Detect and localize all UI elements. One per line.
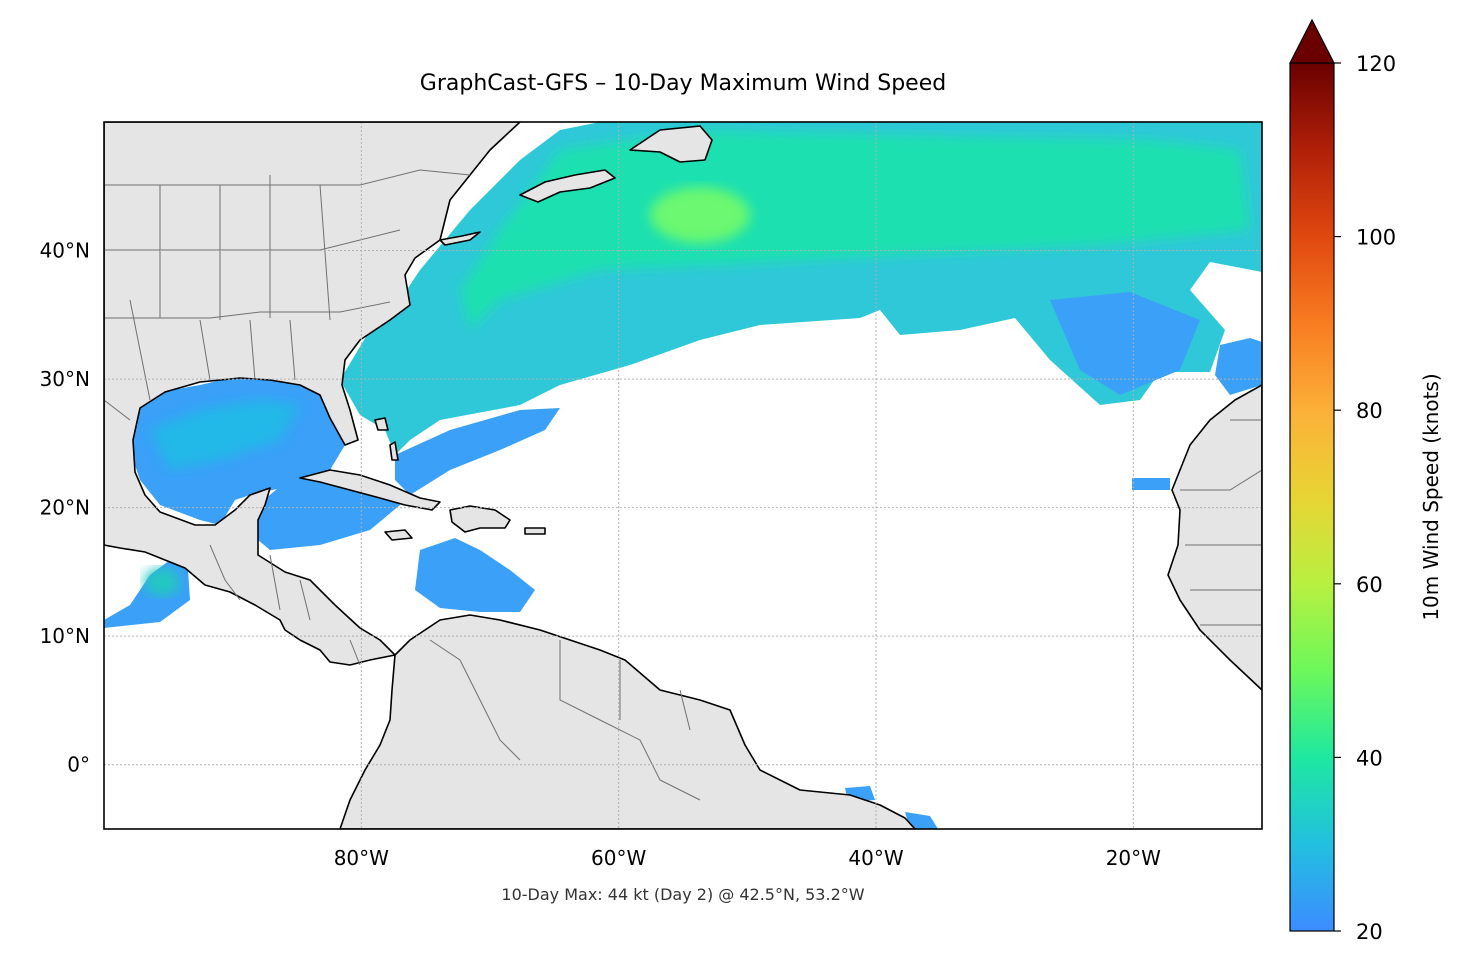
- map-frame: [103, 121, 1263, 830]
- colorbar-extend-arrow: [1289, 18, 1335, 64]
- colorbar-tick-label: 60: [1356, 573, 1383, 597]
- map-axis-ticks: 40°N 30°N 20°N 10°N 0° 80°W 60°W 40°W 20°W: [40, 239, 1162, 870]
- wind-bahamas-tongue: [395, 408, 560, 495]
- colorbar-ticks: 20 40 60 80 100 120: [1334, 52, 1396, 944]
- map-subtitle: 10-Day Max: 44 kt (Day 2) @ 42.5°N, 53.2…: [501, 885, 865, 904]
- colorbar-gradient: [1289, 62, 1335, 932]
- wind-max-core: [650, 187, 750, 243]
- land-south-america: [339, 614, 916, 829]
- land-nova-scotia: [519, 169, 616, 203]
- land-bahamas: [374, 417, 399, 461]
- map-gridlines: [104, 122, 1262, 829]
- land-hispaniola: [449, 505, 511, 533]
- wind-field: [104, 122, 1262, 829]
- map-title: GraphCast-GFS – 10-Day Maximum Wind Spee…: [419, 71, 947, 96]
- colorbar-tick-label: 80: [1356, 399, 1383, 423]
- land-newfoundland: [629, 125, 713, 163]
- lat-tick-label: 10°N: [40, 624, 90, 648]
- wind-gulf-core: [150, 400, 300, 470]
- colorbar-tick-label: 100: [1356, 226, 1396, 250]
- lon-tick-label: 40°W: [848, 846, 903, 870]
- wind-canary-patch: [1215, 338, 1262, 395]
- land-north-america: [104, 122, 521, 666]
- country-state-borders: [104, 169, 1262, 801]
- lat-tick-label: 0°: [67, 753, 90, 777]
- wind-cape-verde-patch: [1132, 478, 1170, 490]
- land-long-island: [439, 231, 481, 246]
- wind-amazon-mouth: [845, 786, 938, 829]
- lon-tick-label: 80°W: [334, 846, 389, 870]
- colorbar-label: 10m Wind Speed (knots): [1419, 373, 1443, 620]
- land-masses: [104, 122, 1262, 829]
- wind-tehuantepec-core: [144, 568, 180, 596]
- lat-tick-label: 40°N: [40, 239, 90, 263]
- land-africa: [1167, 384, 1262, 691]
- colorbar: 20 40 60 80 100 120 10m Wind Speed (knots): [1289, 18, 1443, 944]
- lat-tick-label: 30°N: [40, 367, 90, 391]
- colorbar-tick-label: 20: [1356, 920, 1383, 944]
- wind-eastern-lobe: [1050, 292, 1200, 395]
- land-puerto-rico: [524, 527, 546, 535]
- colorbar-tick-label: 40: [1356, 746, 1383, 770]
- land-jamaica: [384, 529, 413, 541]
- lon-tick-label: 20°W: [1106, 846, 1161, 870]
- colorbar-tick-label: 120: [1356, 52, 1396, 76]
- wind-southern-caribbean: [415, 538, 535, 612]
- land-cuba: [299, 469, 441, 511]
- lon-tick-label: 60°W: [591, 846, 646, 870]
- lat-tick-label: 20°N: [40, 496, 90, 520]
- wind-band-core: [460, 130, 1250, 330]
